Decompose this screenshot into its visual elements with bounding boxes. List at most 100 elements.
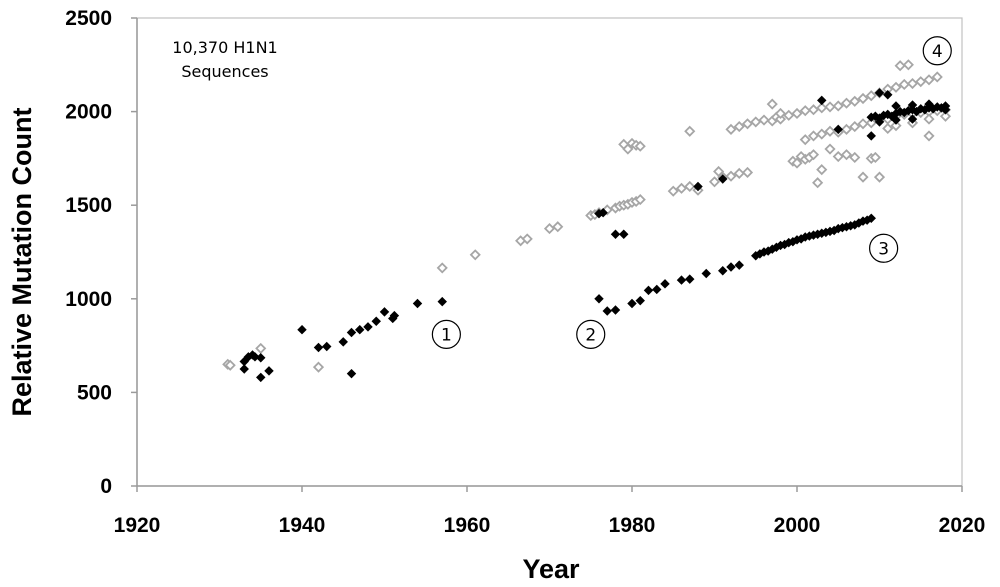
data-point: [667, 185, 679, 197]
labels: 10,370 H1N1 Sequences Year Relative Muta…: [7, 38, 580, 584]
x-tick-label: 1920: [114, 514, 161, 537]
data-point: [346, 368, 357, 379]
data-point: [774, 113, 787, 125]
data-point: [865, 117, 877, 129]
data-point: [250, 352, 260, 362]
data-point: [684, 125, 696, 137]
data-point: [807, 149, 820, 161]
data-point: [685, 274, 695, 284]
data-point: [627, 298, 637, 309]
data-point: [758, 114, 770, 126]
x-axis-title: Year: [522, 554, 580, 584]
data-point: [602, 306, 612, 316]
data-point: [322, 341, 332, 352]
data-point: [371, 316, 381, 326]
data-point: [741, 118, 754, 130]
data-point: [824, 143, 836, 155]
data-point: [869, 151, 881, 164]
callout-4-label: 4: [932, 42, 943, 62]
x-tick-label: 2020: [939, 514, 986, 537]
y-tick-label: 2000: [65, 101, 112, 124]
data-point: [255, 342, 267, 354]
data-point: [693, 181, 703, 192]
y-tick-label: 1000: [65, 288, 112, 311]
data-point: [890, 120, 902, 132]
data-point: [675, 182, 688, 194]
data-point: [774, 107, 787, 120]
data-point: [338, 337, 348, 347]
y-tick-label: 500: [77, 381, 112, 404]
data-point: [521, 233, 533, 245]
data-point: [799, 134, 811, 146]
callouts: 1 2 3 4: [431, 36, 952, 349]
sequence-count-label: 10,370 H1N1: [172, 38, 277, 57]
data-point: [816, 164, 828, 176]
data-point: [363, 322, 373, 332]
callout-2-label: 2: [585, 325, 596, 345]
data-point: [346, 327, 357, 338]
data-point: [882, 122, 894, 135]
data-point: [734, 260, 744, 270]
data-point: [849, 121, 861, 133]
data-point: [824, 125, 836, 137]
data-point: [412, 298, 423, 309]
data-point: [849, 95, 861, 107]
callout-3-label: 3: [878, 239, 889, 259]
data-point: [817, 95, 827, 106]
data-point: [940, 105, 951, 115]
data-point: [619, 229, 629, 239]
data-point: [807, 104, 820, 116]
data-point: [816, 128, 828, 140]
callout-4-circle: [922, 36, 952, 66]
x-tick-label: 2000: [774, 514, 821, 537]
data-point: [832, 150, 844, 163]
data-point: [857, 118, 869, 130]
data-point: [634, 194, 646, 206]
data-point: [824, 101, 836, 113]
data-point: [832, 100, 844, 112]
callout-1-circle: [431, 319, 461, 349]
data-point: [924, 99, 934, 109]
data-point: [733, 121, 745, 133]
data-point: [840, 97, 853, 109]
data-point: [857, 92, 869, 105]
data-point: [436, 262, 448, 274]
data-point: [874, 117, 885, 127]
data-point: [891, 101, 901, 111]
data-point: [866, 131, 876, 141]
data-point: [718, 174, 728, 184]
data-point: [923, 74, 935, 86]
data-point: [601, 204, 613, 216]
data-point: [812, 177, 824, 189]
data-point: [750, 116, 762, 128]
data-point: [224, 359, 236, 371]
data-point: [883, 90, 893, 100]
data-point: [718, 265, 728, 276]
data-point: [857, 171, 869, 183]
data-point: [708, 176, 721, 188]
data-point: [437, 296, 447, 307]
data-point: [543, 223, 556, 235]
data-point: [873, 171, 886, 183]
data-point: [766, 98, 778, 110]
x-tick-label: 1980: [609, 514, 656, 537]
data-point: [816, 102, 828, 114]
data-point: [833, 124, 843, 135]
data-point: [676, 275, 687, 285]
x-tick-label: 1960: [444, 514, 491, 537]
sequence-unit-label: Sequences: [181, 62, 268, 81]
data-point: [622, 143, 634, 155]
y-axis-title: Relative Mutation Count: [7, 107, 37, 416]
data-point: [389, 310, 400, 321]
data-point: [791, 107, 803, 120]
callout-3-circle: [869, 233, 899, 263]
data-point: [552, 221, 564, 233]
data-point: [923, 113, 935, 125]
data-point: [312, 361, 325, 373]
data-point: [783, 109, 795, 121]
data-point: [907, 100, 918, 110]
data-point: [313, 342, 324, 353]
data-point: [726, 262, 736, 272]
data-point: [256, 372, 266, 383]
